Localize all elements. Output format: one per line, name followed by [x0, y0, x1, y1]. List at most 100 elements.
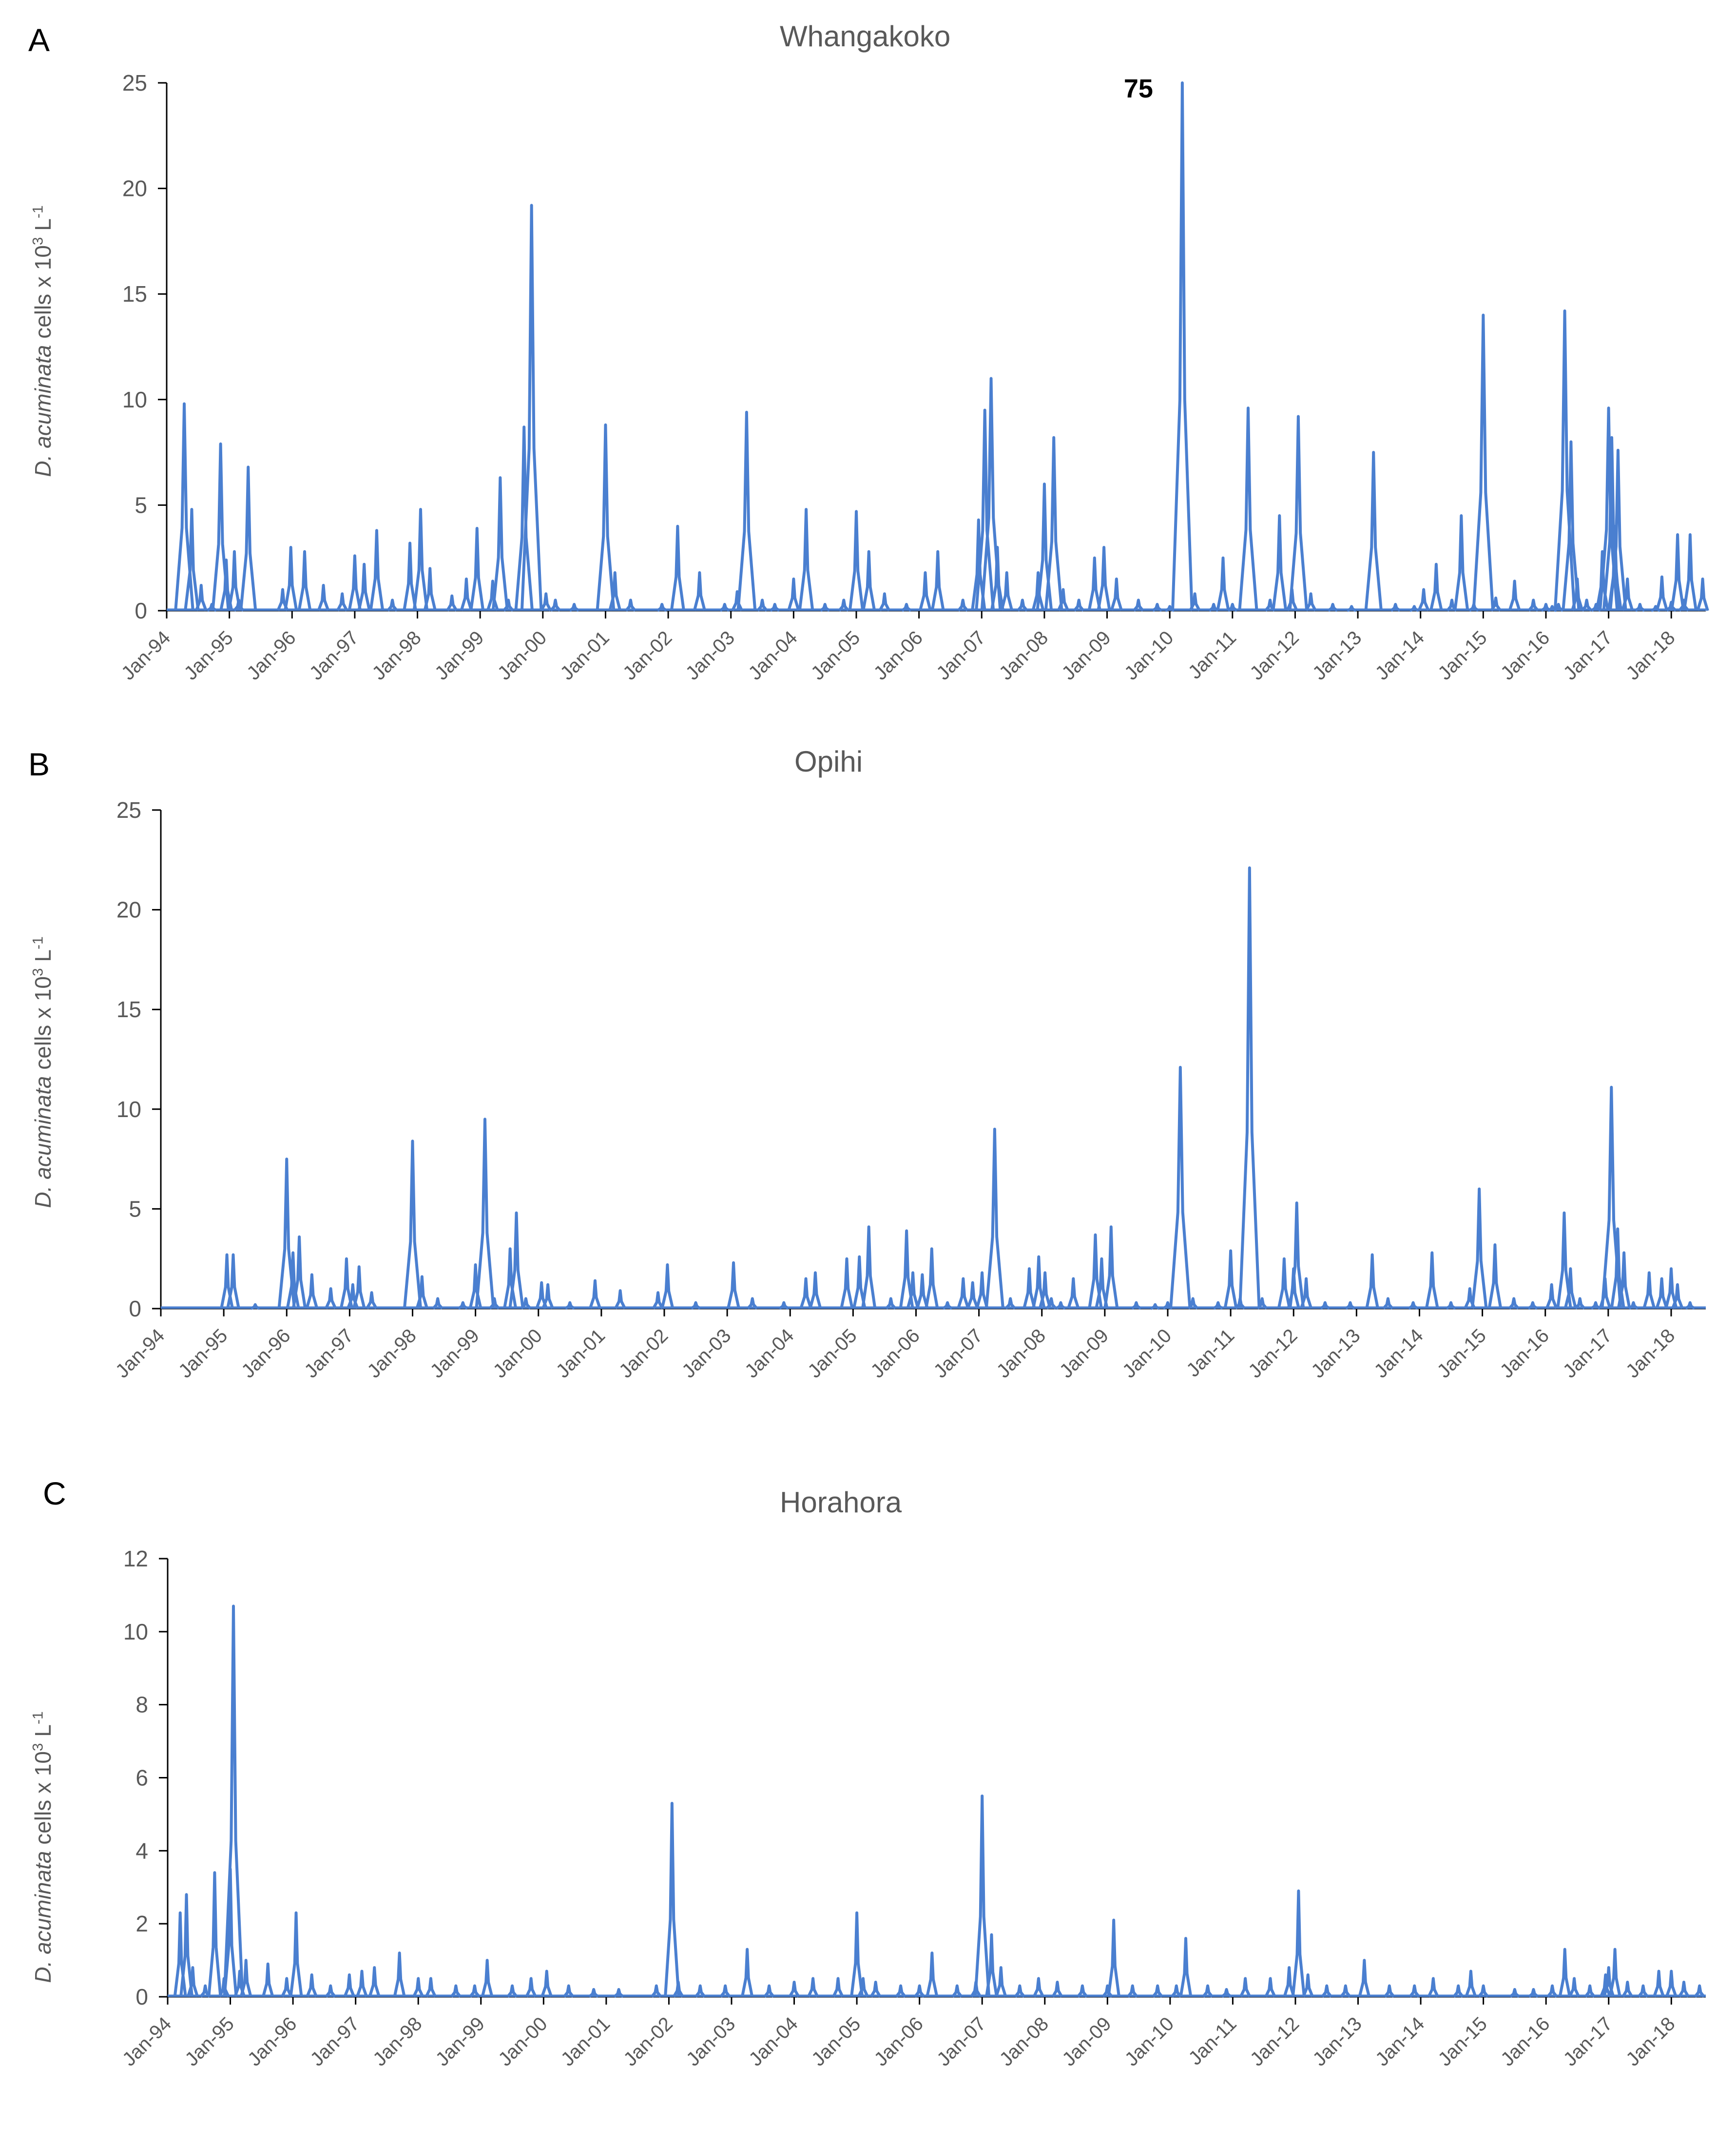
data-point — [356, 1969, 368, 1997]
data-point — [520, 1297, 532, 1310]
data-point — [412, 1977, 424, 1998]
x-tick-label: Jan-10 — [1119, 1325, 1176, 1382]
data-point — [1655, 575, 1669, 611]
data-point — [1239, 1977, 1252, 1998]
data-point — [694, 1984, 706, 1998]
data-point — [719, 1984, 731, 1998]
data-point — [1477, 1984, 1489, 1998]
data-point — [1665, 1969, 1678, 1997]
data-point — [1087, 556, 1101, 611]
data-point — [1628, 1301, 1639, 1310]
panel-c: C Horahora D. acuminata cells x 103 L-1 … — [0, 1428, 1736, 2143]
data-point — [194, 584, 208, 612]
data-point — [1345, 1301, 1356, 1310]
x-tick-label: Jan-01 — [557, 2013, 615, 2070]
x-tick-label: Jan-09 — [1056, 1325, 1113, 1382]
data-point — [549, 598, 561, 612]
data-point — [1004, 1297, 1016, 1310]
data-point — [850, 1911, 864, 1997]
data-point — [1621, 1981, 1634, 1998]
data-point — [1179, 1937, 1193, 1997]
x-tick-label: Jan-12 — [1244, 1325, 1302, 1382]
x-tick-label: Jan-96 — [244, 2013, 301, 2070]
data-point — [660, 1263, 675, 1309]
data-point — [857, 1977, 869, 1998]
x-tick-label: Jan-98 — [369, 2013, 426, 2070]
data-point — [423, 567, 437, 611]
data-point — [756, 598, 768, 612]
x-tick-label: Jan-14 — [1370, 1325, 1427, 1382]
data-point — [289, 1911, 303, 1997]
x-tick-label: Jan-15 — [1433, 1325, 1490, 1382]
data-point — [747, 1297, 758, 1310]
data-point — [788, 1981, 800, 1998]
x-tick-label: Jan-97 — [300, 1325, 358, 1382]
data-point — [1470, 1187, 1488, 1309]
data-point — [1187, 1297, 1199, 1310]
data-point — [1022, 1267, 1036, 1309]
x-tick-label: Jan-13 — [1309, 2013, 1366, 2070]
data-point — [239, 465, 257, 611]
data-point — [1563, 1267, 1578, 1309]
x-tick-label: Jan-97 — [306, 2013, 364, 2070]
data-point — [1472, 313, 1495, 611]
data-point — [432, 1297, 444, 1310]
data-point — [1189, 592, 1201, 612]
x-tick-label: Jan-99 — [432, 2013, 489, 2070]
data-point — [885, 1297, 897, 1310]
data-point — [1671, 1283, 1684, 1310]
x-tick-label: Jan-01 — [552, 1325, 610, 1382]
chart-plot: 0 5 10 15 20 25 Jan-94 Jan-95 Jan-96 Jan-97 Jan-98… — [117, 70, 1709, 684]
x-tick-label: Jan-00 — [489, 1325, 547, 1382]
data-point — [347, 554, 362, 611]
data-point — [809, 1271, 822, 1309]
data-point — [1017, 598, 1028, 612]
data-point — [1277, 1257, 1292, 1309]
x-tick-label: Jan-17 — [1559, 1325, 1617, 1382]
data-point — [1358, 1959, 1371, 1997]
data-point — [1133, 598, 1144, 612]
x-tick-label: Jan-15 — [1434, 2013, 1491, 2070]
data-point — [1238, 866, 1261, 1309]
y-tick-label: 25 — [116, 797, 141, 823]
data-point — [930, 550, 945, 611]
x-tick-label: Jan-96 — [243, 627, 300, 684]
data-point — [1664, 1267, 1678, 1309]
data-point — [1490, 597, 1502, 612]
data-point — [306, 1973, 318, 1998]
data-point — [1088, 1233, 1103, 1309]
data-point — [1696, 578, 1709, 611]
x-tick-label: Jan-10 — [1121, 2013, 1178, 2070]
data-point — [895, 1984, 907, 1998]
data-point — [1031, 571, 1045, 611]
data-point — [1152, 1984, 1163, 1998]
x-tick-label: Jan-95 — [181, 2013, 238, 2070]
x-tick-label: Jan-16 — [1497, 2013, 1554, 2070]
data-point — [901, 603, 912, 612]
data-point — [1319, 1301, 1331, 1310]
data-point — [975, 408, 995, 611]
data-point — [1272, 514, 1288, 611]
data-point — [974, 1794, 991, 1997]
data-point — [1051, 1981, 1063, 1998]
data-point — [1346, 605, 1357, 612]
data-point — [369, 529, 385, 611]
data-point — [832, 1977, 844, 1998]
x-tick-label: Jan-09 — [1058, 2013, 1116, 2070]
data-point — [1446, 1301, 1457, 1310]
data-point — [184, 508, 200, 611]
x-tick-label: Jan-16 — [1497, 627, 1554, 684]
x-tick-label: Jan-07 — [929, 1325, 987, 1382]
data-point — [488, 1297, 501, 1310]
data-point — [174, 402, 194, 611]
y-tick-label: 10 — [116, 1097, 141, 1122]
data-point — [226, 1253, 240, 1309]
x-tick-label: Jan-99 — [431, 627, 488, 684]
x-tick-label: Jan-98 — [368, 627, 425, 684]
data-point — [1000, 571, 1014, 611]
x-tick-label: Jan-98 — [363, 1325, 421, 1382]
x-tick-label: Jan-04 — [744, 627, 802, 684]
data-point — [336, 592, 348, 612]
data-point — [1610, 1227, 1625, 1309]
data-point — [1684, 1301, 1696, 1310]
